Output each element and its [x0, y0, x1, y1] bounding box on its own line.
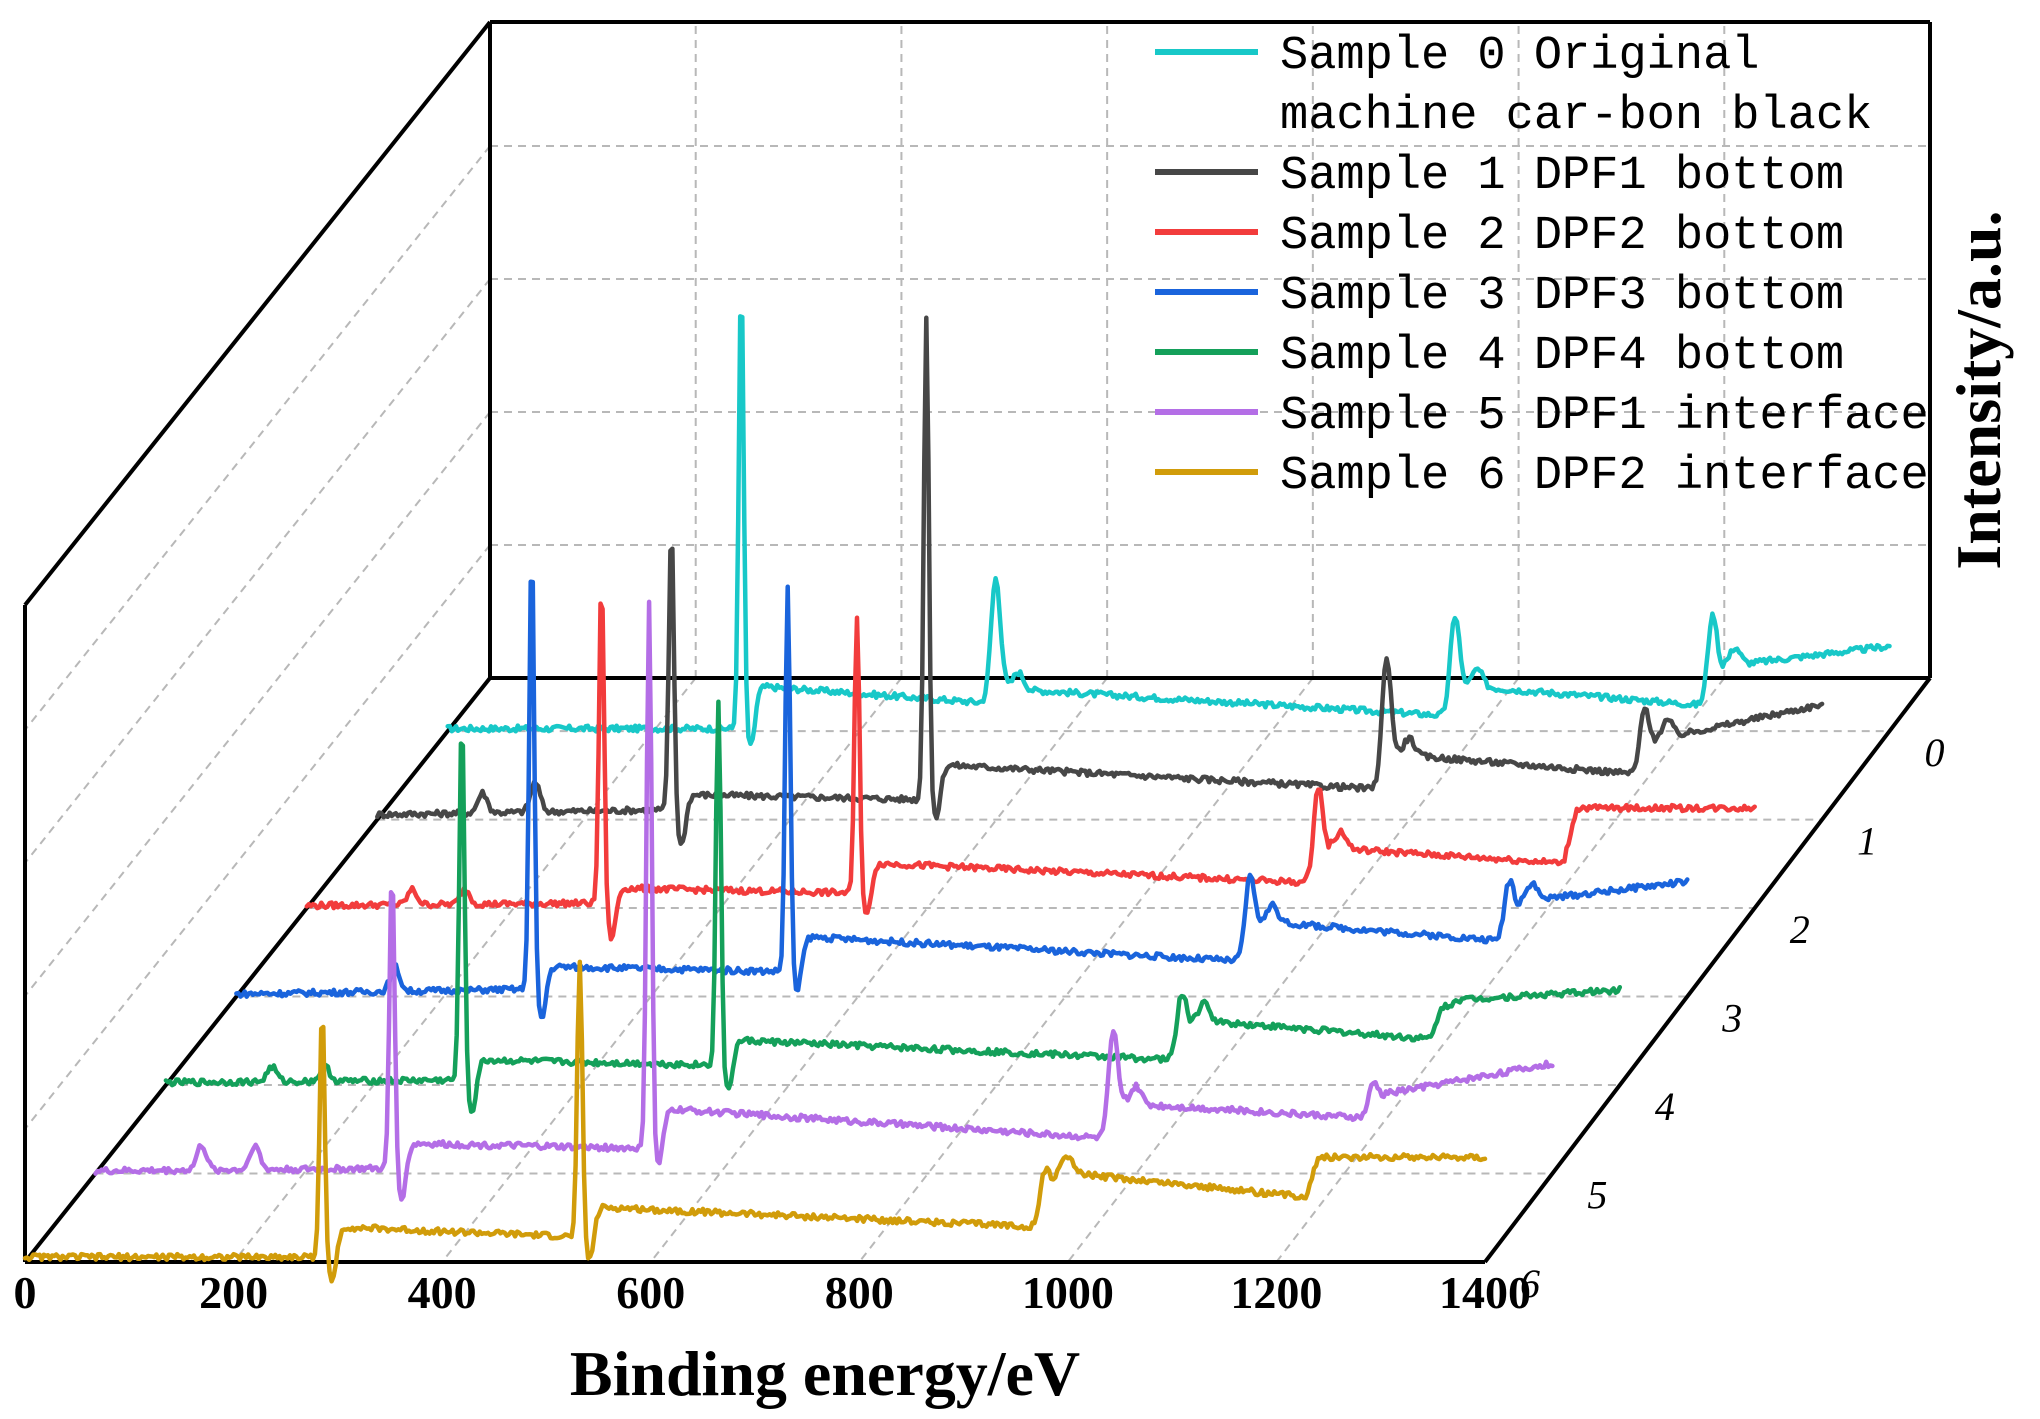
depth-tick-label: 1: [1857, 819, 1877, 864]
series-layer: [22, 314, 1892, 1284]
series-line-sample-0: [445, 314, 1892, 747]
depth-tick-label: 6: [1520, 1261, 1540, 1306]
legend-label: Sample 3 DPF3 bottom: [1280, 270, 1844, 323]
left-wall-gridline: [24, 278, 491, 864]
frame-edge: [23, 676, 492, 1264]
depth-tick-label: 4: [1655, 1084, 1675, 1129]
left-wall-gridline: [24, 411, 491, 997]
floor-gridline: [232, 677, 697, 1263]
floor-gridline: [649, 677, 1108, 1263]
grid-layer: [24, 22, 1931, 1263]
x-tick-label: 600: [616, 1267, 685, 1318]
frame-edge: [23, 20, 492, 607]
series-line-sample-6: [22, 959, 1488, 1284]
frame-edge: [1483, 676, 1932, 1264]
legend-label: Sample 4 DPF4 bottom: [1280, 330, 1844, 383]
legend-label: machine car-bon black: [1280, 90, 1872, 143]
depth-tick-label: 2: [1790, 907, 1810, 952]
y-axis-title: Intensity/a.u.: [1943, 210, 2014, 569]
left-wall-gridline: [24, 145, 491, 731]
series-line-sample-5: [93, 599, 1555, 1202]
series-line-sample-2: [304, 601, 1757, 942]
series-line-sample-4: [163, 699, 1623, 1114]
x-tick-label: 200: [199, 1267, 268, 1318]
floor-gridline: [1067, 677, 1520, 1263]
legend-label: Sample 1 DPF1 bottom: [1280, 150, 1844, 203]
x-tick-label: 0: [14, 1267, 37, 1318]
legend-label: Sample 0 Original: [1280, 30, 1759, 83]
x-tick-label: 1200: [1230, 1267, 1322, 1318]
legend-label: Sample 6 DPF2 interface: [1280, 450, 1929, 503]
axes-frame: [23, 20, 1932, 1264]
x-tick-label: 1400: [1439, 1267, 1531, 1318]
depth-tick-label: 5: [1587, 1173, 1607, 1218]
series-line-sample-3: [234, 579, 1690, 1020]
floor-gridline: [858, 677, 1314, 1263]
depth-tick-label: 0: [1925, 730, 1945, 775]
floor-gridline: [1275, 677, 1726, 1263]
series-line-sample-1: [375, 315, 1825, 846]
x-tick-label: 400: [408, 1267, 477, 1318]
depth-tick-label: 3: [1721, 996, 1742, 1041]
legend-label: Sample 5 DPF1 interface: [1280, 390, 1929, 443]
legend-label: Sample 2 DPF2 bottom: [1280, 210, 1844, 263]
x-tick-labels: 0 200 400 600 800 1000 1200 1400: [14, 1267, 1532, 1318]
x-tick-label: 1000: [1022, 1267, 1114, 1318]
x-tick-label: 800: [825, 1267, 894, 1318]
x-axis-title: Binding energy/eV: [570, 1338, 1080, 1409]
legend: Sample 0 Original machine car-bon black Sa…: [1155, 30, 1929, 503]
depth-tick-labels: 0 1 2 3 4 5 6: [1520, 730, 1945, 1306]
left-wall-gridline: [24, 544, 491, 1130]
